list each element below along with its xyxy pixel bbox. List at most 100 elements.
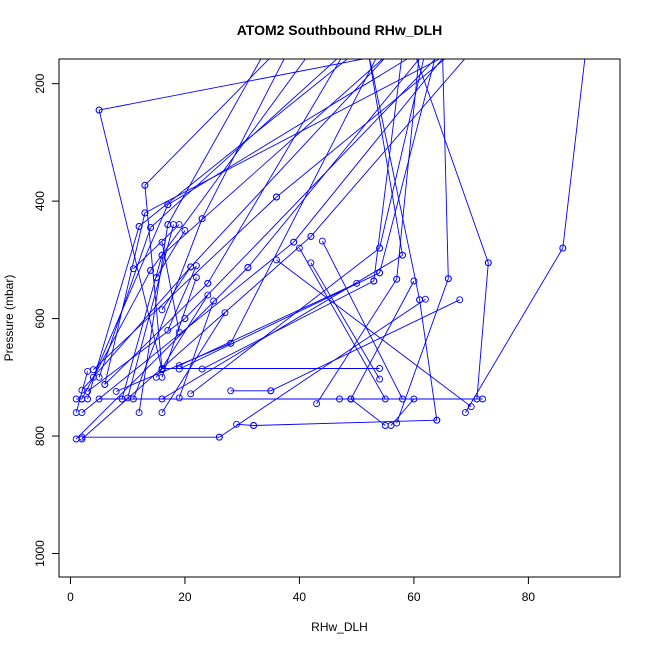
data-point: [101, 380, 109, 388]
series-line-39: [379, 59, 425, 249]
series-line-47: [368, 59, 403, 256]
series-line-6: [116, 342, 231, 392]
data-point: [444, 275, 452, 283]
data-point: [393, 419, 401, 427]
series-line-81: [161, 242, 180, 333]
series-line-30: [75, 267, 249, 440]
data-point: [215, 433, 223, 441]
data-point: [290, 238, 298, 246]
y-tick-label: 200: [33, 73, 47, 93]
data-point: [204, 279, 212, 287]
series-line-49: [369, 59, 421, 300]
plot-markers: [72, 106, 567, 443]
series-line-35: [373, 59, 403, 282]
series-line-78: [133, 224, 180, 270]
data-point: [410, 395, 418, 403]
data-point: [147, 266, 155, 274]
data-point: [158, 409, 166, 417]
series-line-41: [442, 59, 449, 279]
y-tick-label: 600: [33, 308, 47, 328]
data-point: [164, 326, 172, 334]
data-point: [112, 387, 120, 395]
series-line-20: [132, 218, 203, 400]
series-line-24: [92, 196, 277, 371]
data-point: [399, 251, 406, 259]
series-line-28: [81, 236, 312, 440]
series-line-11: [150, 59, 306, 271]
data-point: [273, 256, 280, 264]
y-tick-label: 400: [33, 191, 47, 211]
series-line-44: [465, 247, 564, 413]
data-point: [250, 422, 258, 429]
data-point: [479, 395, 487, 403]
series-line-62: [321, 240, 403, 400]
data-point: [399, 395, 406, 403]
data-point: [135, 409, 143, 417]
x-axis-label: RHw_DLH: [311, 620, 368, 634]
series-line-75: [161, 277, 197, 378]
x-tick-label: 20: [178, 590, 192, 604]
data-point: [78, 433, 86, 441]
data-point: [318, 237, 326, 245]
data-point: [267, 387, 275, 395]
series-line-67: [350, 280, 415, 400]
series-line-21: [201, 59, 285, 219]
series-line-57: [253, 419, 437, 426]
data-point: [307, 232, 315, 240]
series-line-76: [155, 294, 209, 378]
data-point: [467, 403, 475, 411]
data-point: [198, 215, 206, 223]
data-point: [192, 262, 200, 270]
data-point: [152, 373, 160, 381]
data-point: [244, 264, 252, 271]
data-point: [461, 409, 469, 417]
data-point: [227, 387, 235, 395]
series-line-80: [155, 230, 186, 278]
data-point: [221, 309, 229, 317]
data-point: [273, 193, 280, 201]
data-point: [95, 373, 103, 381]
series-line-61: [310, 262, 380, 380]
series-line-82: [167, 265, 197, 331]
data-point: [233, 420, 240, 428]
data-point: [78, 395, 86, 403]
data-point: [158, 251, 166, 259]
x-tick-label: 0: [67, 590, 74, 604]
series-line-73: [161, 312, 226, 413]
data-point: [387, 422, 395, 429]
data-point: [353, 279, 361, 287]
x-tick-label: 40: [293, 590, 307, 604]
data-point: [147, 224, 155, 232]
data-point: [181, 227, 189, 234]
series-line-48: [419, 299, 438, 421]
data-point: [347, 395, 355, 403]
data-point: [175, 221, 183, 229]
data-point: [175, 328, 183, 336]
series-line-3: [144, 59, 270, 186]
data-point: [376, 365, 384, 372]
data-point: [158, 238, 166, 246]
data-point: [129, 265, 137, 273]
data-point: [227, 339, 235, 347]
data-point: [164, 201, 172, 209]
x-axis: 0 20 40 60 80: [67, 576, 535, 604]
series-line-63: [299, 247, 386, 400]
data-point: [421, 295, 429, 303]
data-point: [307, 259, 315, 267]
data-point: [124, 394, 132, 402]
data-point: [158, 365, 166, 372]
series-line-43: [416, 59, 489, 263]
data-point: [84, 367, 92, 375]
y-tick-label: 1000: [33, 540, 47, 567]
data-point: [187, 390, 195, 398]
data-point: [175, 362, 183, 370]
series-line-71: [350, 398, 386, 426]
series-line-79: [161, 266, 192, 311]
data-point: [158, 395, 166, 403]
series-line-45: [562, 59, 586, 249]
series-line-31: [247, 59, 420, 268]
data-point: [410, 277, 418, 285]
data-point: [456, 296, 464, 304]
